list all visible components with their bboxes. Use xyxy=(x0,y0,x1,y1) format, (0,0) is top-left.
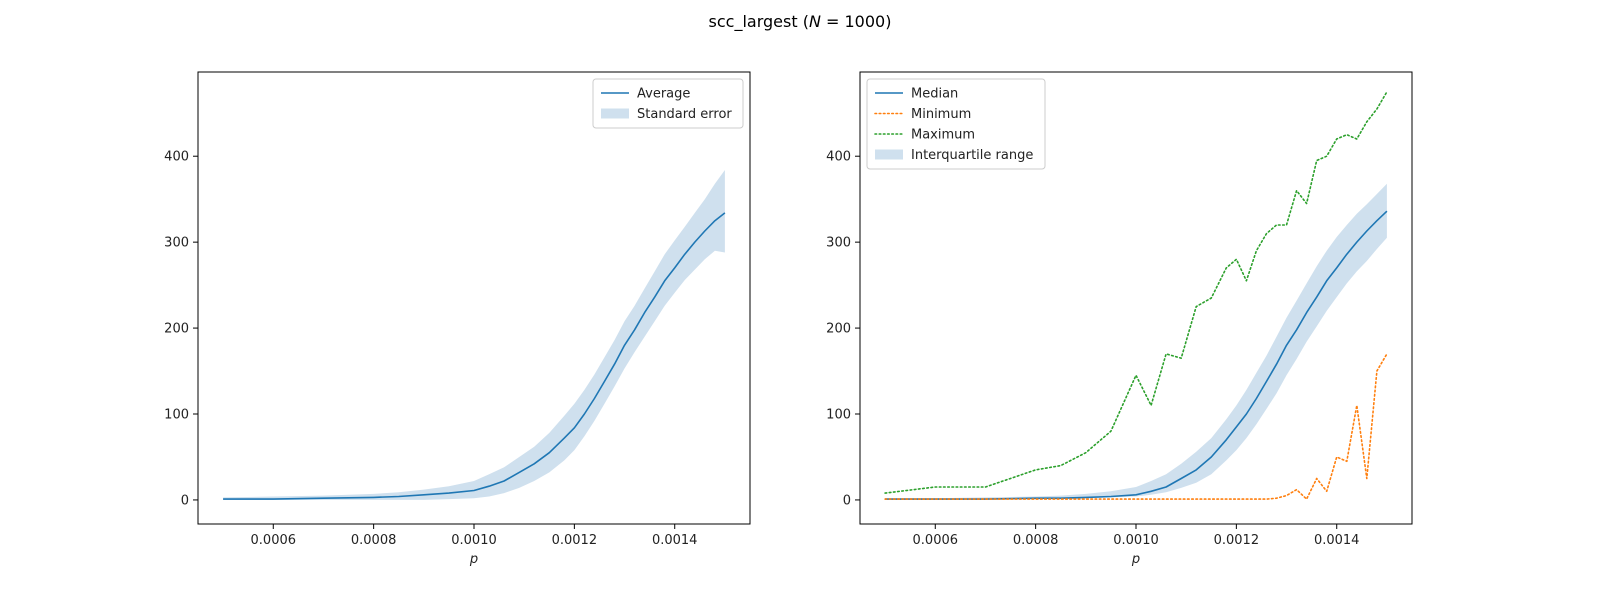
legend: Median Minimum Maximum Interquartile range xyxy=(866,78,1046,170)
x-tick-label: 0.0008 xyxy=(1013,533,1059,548)
x-tick-label: 0.0014 xyxy=(1314,533,1360,548)
band-standard-error xyxy=(223,170,725,500)
band-interquartile-range xyxy=(885,183,1387,500)
legend-label-average: Average xyxy=(637,87,690,102)
figure-title-prefix: scc_largest ( xyxy=(709,12,809,32)
figure-title-var: N xyxy=(809,12,821,31)
legend-swatch-standard-error xyxy=(601,108,629,119)
x-axis-label: p xyxy=(1131,552,1140,567)
series-line-maximum xyxy=(884,91,1388,494)
legend-label-maximum: Maximum xyxy=(911,128,975,143)
legend-label-interquartile-range: Interquartile range xyxy=(911,148,1033,163)
y-tick-label: 400 xyxy=(164,150,189,165)
x-axis-label: p xyxy=(469,552,478,567)
y-tick-label: 400 xyxy=(826,150,851,165)
y-tick-label: 200 xyxy=(164,322,189,337)
figure-title: scc_largest (N = 1000) xyxy=(709,12,892,32)
legend-label-minimum: Minimum xyxy=(911,107,971,122)
y-tick-label: 100 xyxy=(826,408,851,423)
y-tick-label: 300 xyxy=(826,236,851,251)
x-tick-label: 0.0012 xyxy=(552,533,598,548)
x-tick-label: 0.0010 xyxy=(1113,533,1159,548)
series-line-average xyxy=(223,212,726,500)
legend-label-standard-error: Standard error xyxy=(637,107,732,122)
y-tick-label: 300 xyxy=(164,236,189,251)
y-tick-label: 0 xyxy=(181,493,189,508)
legend-swatch-interquartile-range xyxy=(875,149,903,160)
right-panel: 0.0006 0.0008 0.0010 0.0012 0.0014 0 100 200 300… xyxy=(826,71,1413,567)
x-tick-label: 0.0006 xyxy=(913,533,959,548)
y-tick-label: 200 xyxy=(826,322,851,337)
legend-label-median: Median xyxy=(911,87,958,102)
left-panel: 0.0006 0.0008 0.0010 0.0012 0.0014 0 100 200 300… xyxy=(164,71,751,567)
x-tick-label: 0.0006 xyxy=(251,533,297,548)
y-tick-label: 100 xyxy=(164,408,189,423)
series-line-median xyxy=(885,210,1388,500)
legend: Average Standard error xyxy=(592,78,744,129)
legend-box xyxy=(866,78,1046,170)
series-line-minimum xyxy=(884,353,1388,500)
x-tick-label: 0.0012 xyxy=(1214,533,1260,548)
legend-box xyxy=(592,78,744,129)
x-tick-label: 0.0010 xyxy=(451,533,497,548)
figure-title-suffix: = 1000) xyxy=(821,12,892,31)
x-tick-label: 0.0014 xyxy=(652,533,698,548)
x-tick-label: 0.0008 xyxy=(351,533,397,548)
y-tick-label: 0 xyxy=(843,493,851,508)
